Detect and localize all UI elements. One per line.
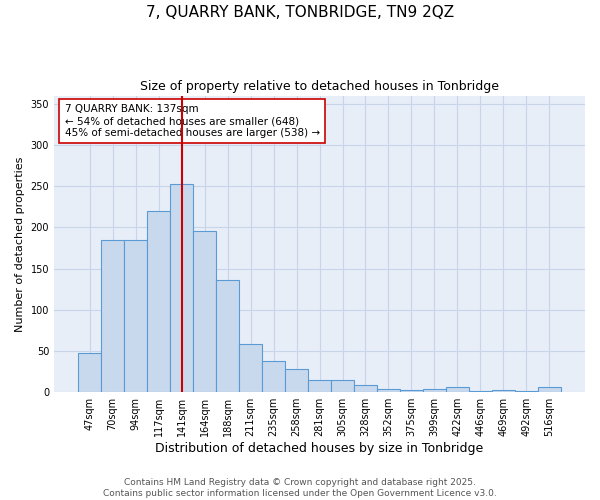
Bar <box>216 280 239 392</box>
Bar <box>423 389 446 392</box>
Text: 7 QUARRY BANK: 137sqm
← 54% of detached houses are smaller (648)
45% of semi-det: 7 QUARRY BANK: 137sqm ← 54% of detached … <box>65 104 320 138</box>
Bar <box>446 388 469 392</box>
Bar <box>308 380 331 392</box>
Bar <box>377 389 400 392</box>
X-axis label: Distribution of detached houses by size in Tonbridge: Distribution of detached houses by size … <box>155 442 484 455</box>
Text: 7, QUARRY BANK, TONBRIDGE, TN9 2QZ: 7, QUARRY BANK, TONBRIDGE, TN9 2QZ <box>146 5 454 20</box>
Bar <box>538 388 561 392</box>
Bar <box>262 361 285 392</box>
Bar <box>124 240 147 392</box>
Bar <box>239 344 262 392</box>
Bar <box>78 352 101 392</box>
Bar <box>331 380 354 392</box>
Bar <box>469 390 492 392</box>
Bar <box>193 230 216 392</box>
Title: Size of property relative to detached houses in Tonbridge: Size of property relative to detached ho… <box>140 80 499 93</box>
Text: Contains HM Land Registry data © Crown copyright and database right 2025.
Contai: Contains HM Land Registry data © Crown c… <box>103 478 497 498</box>
Bar <box>285 369 308 392</box>
Bar <box>170 184 193 392</box>
Bar <box>354 385 377 392</box>
Bar <box>400 390 423 392</box>
Bar <box>101 240 124 392</box>
Bar <box>492 390 515 392</box>
Bar <box>147 211 170 392</box>
Y-axis label: Number of detached properties: Number of detached properties <box>15 156 25 332</box>
